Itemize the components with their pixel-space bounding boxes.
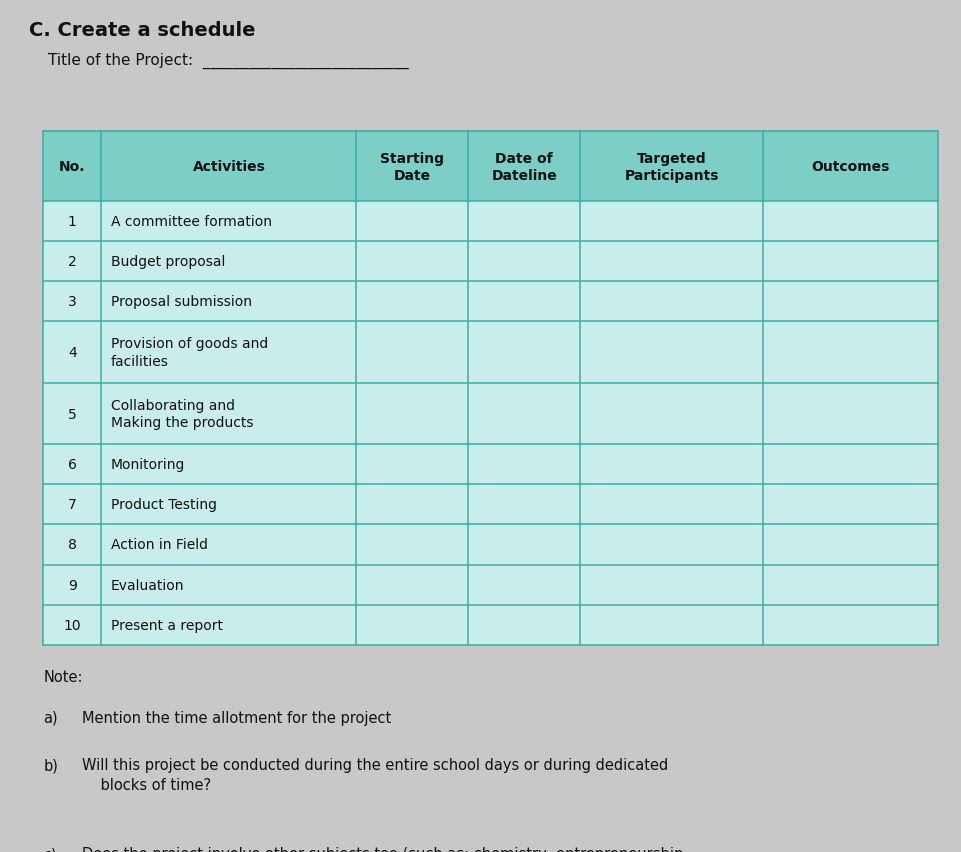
Text: Outcomes: Outcomes [811, 160, 889, 174]
Text: Budget proposal: Budget proposal [111, 255, 225, 269]
Text: Present a report: Present a report [111, 618, 223, 632]
Bar [43, 485, 937, 525]
Text: c): c) [43, 846, 57, 852]
Text: Starting
Date: Starting Date [380, 152, 444, 182]
Text: Does the project involve other subjects too (such as: chemistry, entrepreneurshi: Does the project involve other subjects … [82, 846, 687, 852]
Text: Title of the Project:  ___________________________: Title of the Project: __________________… [48, 53, 408, 69]
Text: 2: 2 [68, 255, 77, 269]
Text: 7: 7 [68, 498, 77, 512]
Text: Collaborating and
Making the products: Collaborating and Making the products [111, 399, 254, 429]
Bar [43, 242, 937, 282]
Bar [43, 282, 937, 322]
Text: 8: 8 [68, 538, 77, 552]
Text: b): b) [43, 757, 58, 773]
Bar [43, 565, 937, 605]
Text: Activities: Activities [192, 160, 265, 174]
Text: Targeted
Participants: Targeted Participants [624, 152, 718, 182]
Text: 9: 9 [68, 578, 77, 592]
Text: Will this project be conducted during the entire school days or during dedicated: Will this project be conducted during th… [82, 757, 667, 792]
Bar [43, 383, 937, 445]
Text: A committee formation: A committee formation [111, 215, 272, 229]
Text: Date of
Dateline: Date of Dateline [491, 152, 556, 182]
Text: a): a) [43, 710, 58, 725]
Bar [43, 445, 937, 485]
Text: Product Testing: Product Testing [111, 498, 217, 512]
Bar [43, 202, 937, 242]
Text: Note:: Note: [43, 669, 83, 684]
Text: 3: 3 [68, 295, 77, 309]
Bar [43, 132, 937, 202]
Text: C. Create a schedule: C. Create a schedule [29, 21, 255, 40]
Bar [43, 605, 937, 645]
Bar [43, 322, 937, 383]
Text: Proposal submission: Proposal submission [111, 295, 252, 309]
Text: Provision of goods and
facilities: Provision of goods and facilities [111, 337, 268, 368]
Text: Monitoring: Monitoring [111, 458, 185, 472]
Text: 6: 6 [68, 458, 77, 472]
Text: 10: 10 [63, 618, 81, 632]
Bar [43, 525, 937, 565]
Text: 1: 1 [68, 215, 77, 229]
Text: Action in Field: Action in Field [111, 538, 208, 552]
Text: Mention the time allotment for the project: Mention the time allotment for the proje… [82, 710, 390, 725]
Text: Evaluation: Evaluation [111, 578, 185, 592]
Text: No.: No. [59, 160, 86, 174]
Text: 4: 4 [68, 346, 77, 360]
Text: 5: 5 [68, 407, 77, 421]
